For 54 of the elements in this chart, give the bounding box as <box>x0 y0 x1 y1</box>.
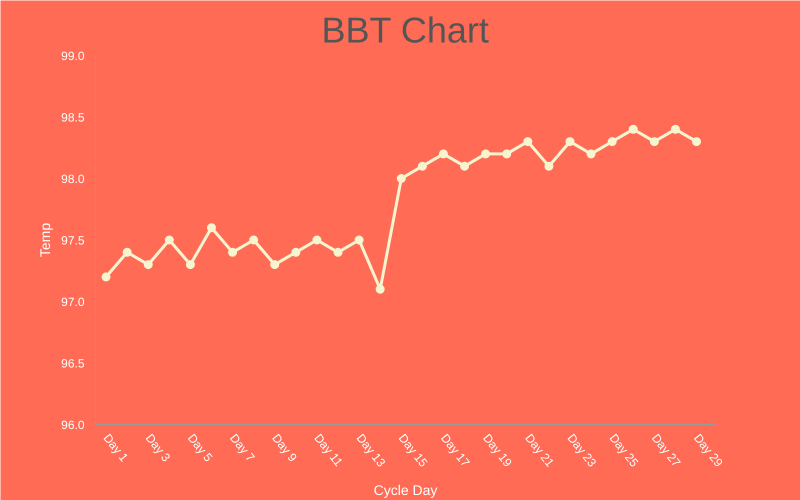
point <box>164 236 174 244</box>
point <box>186 260 195 270</box>
y-axis-title: Temp <box>37 222 54 258</box>
x-tick-label: Day 3 <box>142 431 174 465</box>
point <box>249 236 258 244</box>
point <box>565 137 574 146</box>
point <box>628 124 638 134</box>
x-tick-label: Day 25 <box>606 431 642 470</box>
y-tick-label: 99.0 <box>61 49 85 63</box>
point <box>354 236 364 244</box>
x-axis-title: Cycle Day <box>374 482 438 498</box>
point <box>418 162 427 171</box>
chart-title: BBT Chart <box>321 10 489 50</box>
point <box>608 137 617 146</box>
point <box>312 236 322 244</box>
x-tick-label: Day 21 <box>522 431 558 470</box>
point <box>692 137 702 146</box>
point <box>670 124 680 134</box>
x-tick-label: Day 29 <box>691 431 726 470</box>
point <box>270 260 280 270</box>
point <box>523 137 532 146</box>
point <box>334 248 343 257</box>
x-tick-label: Day 11 <box>311 431 346 470</box>
y-tick-label: 96.0 <box>61 418 85 432</box>
x-tick-label: Day 15 <box>396 431 431 470</box>
x-tick-label: Day 5 <box>184 431 216 465</box>
point <box>544 162 554 171</box>
point <box>122 248 132 257</box>
point <box>291 248 300 257</box>
x-tick-label: Day 17 <box>438 431 473 470</box>
point <box>438 149 448 158</box>
x-tick-label: Day 19 <box>480 431 515 470</box>
point <box>144 260 153 270</box>
y-tick-label: 98.5 <box>61 110 85 124</box>
point <box>502 149 512 158</box>
x-tick-label: Day 27 <box>648 431 684 470</box>
x-tick-label: Day 9 <box>269 431 300 465</box>
point <box>586 149 596 158</box>
y-tick-label: 98.0 <box>61 172 85 186</box>
point <box>481 149 490 158</box>
point <box>460 162 470 171</box>
point <box>102 272 111 282</box>
y-tick-label: 97.5 <box>61 234 85 248</box>
point <box>228 248 238 257</box>
y-tick-label: 97.0 <box>61 295 85 309</box>
point <box>396 174 406 183</box>
point <box>206 223 216 232</box>
x-tick-label: Day 13 <box>354 431 388 470</box>
x-tick-label: Day 23 <box>564 431 600 470</box>
point <box>376 284 385 294</box>
x-tick-label: Day 7 <box>227 431 258 465</box>
y-tick-label: 96.5 <box>61 356 85 370</box>
point <box>650 137 659 146</box>
x-tick-label: Day 1 <box>100 431 132 465</box>
